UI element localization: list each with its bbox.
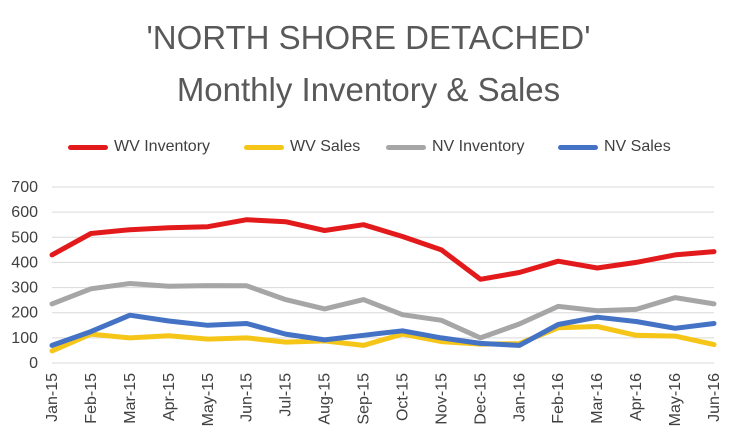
x-tick-label: Jun-15	[239, 373, 256, 422]
x-tick-label: Jan-16	[511, 373, 528, 422]
x-tick-label: May-15	[200, 373, 217, 426]
x-tick-label: Feb-16	[550, 373, 567, 424]
x-tick-label: Feb-15	[83, 373, 100, 424]
legend-item-nv-sales: NV Sales	[558, 136, 671, 158]
x-tick-label: May-16	[667, 373, 684, 426]
x-tick-label: Apr-16	[628, 373, 645, 421]
y-tick-label: 400	[11, 254, 38, 271]
legend-label: WV Sales	[290, 138, 361, 155]
legend-label: NV Inventory	[432, 138, 525, 155]
x-tick-label: Aug-15	[317, 373, 334, 425]
x-tick-label: Mar-16	[589, 373, 606, 424]
y-tick-label: 600	[11, 204, 38, 221]
legend-label: WV Inventory	[114, 138, 211, 155]
chart-subtitle: Monthly Inventory & Sales	[176, 71, 561, 108]
y-tick-label: 100	[11, 330, 38, 347]
legend-swatch	[68, 144, 108, 150]
legend-item-wv-sales: WV Sales	[244, 136, 360, 158]
legend-swatch	[386, 144, 426, 150]
y-tick-label: 500	[11, 229, 38, 246]
x-tick-label: Apr-15	[161, 373, 178, 421]
x-tick-label: Oct-15	[394, 373, 411, 421]
x-tick-label: Jul-15	[278, 373, 295, 417]
chart-legend: WV Inventory WV Sales NV Inventory NV Sa…	[0, 136, 737, 158]
series-line-nv-inventory	[49, 281, 717, 341]
x-tick-label: Jun-16	[706, 373, 723, 422]
x-tick-label: Dec-15	[472, 373, 489, 425]
legend-item-wv-inventory: WV Inventory	[68, 136, 210, 158]
legend-swatch	[244, 144, 284, 150]
x-tick-label: Sep-15	[356, 373, 373, 425]
y-tick-label: 700	[11, 179, 38, 196]
y-tick-label: 0	[29, 355, 38, 372]
legend-swatch	[558, 144, 598, 150]
x-tick-label: Jan-15	[44, 373, 61, 422]
chart-title: 'NORTH SHORE DETACHED'	[146, 19, 591, 56]
legend-item-nv-inventory: NV Inventory	[386, 136, 524, 158]
y-tick-label: 300	[11, 280, 38, 297]
series-line-nv-sales	[49, 312, 717, 348]
series-line-wv-inventory	[49, 217, 717, 282]
y-tick-label: 200	[11, 305, 38, 322]
series-line-wv-sales	[49, 324, 717, 354]
x-tick-label: Mar-15	[122, 373, 139, 424]
x-tick-label: Nov-15	[433, 373, 450, 425]
legend-label: NV Sales	[604, 138, 671, 155]
